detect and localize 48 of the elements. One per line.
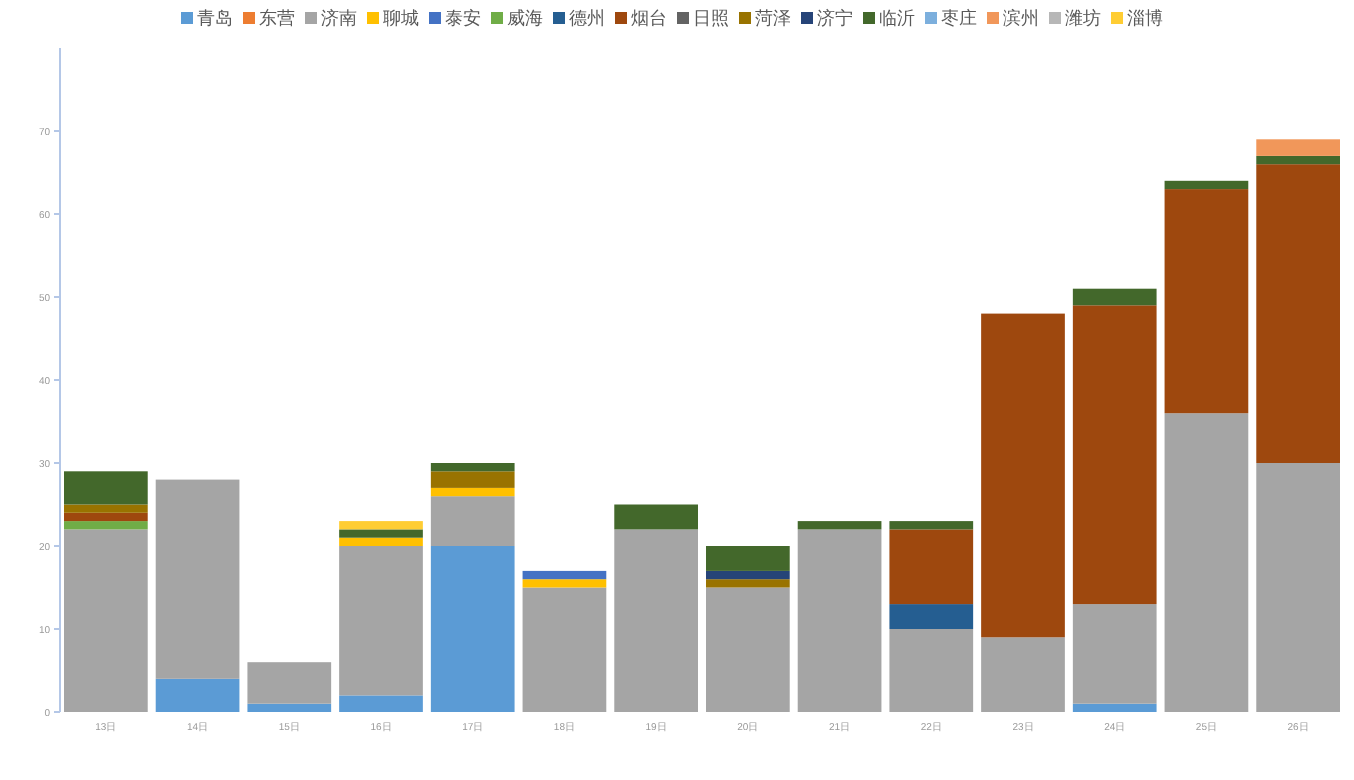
legend-label: 聊城 <box>383 8 419 28</box>
bar <box>522 587 607 712</box>
bar <box>430 496 515 546</box>
legend-label: 菏泽 <box>755 8 791 28</box>
bar <box>339 537 423 546</box>
bar <box>1072 305 1157 605</box>
bar <box>430 546 515 712</box>
bar <box>247 703 332 712</box>
bar <box>1256 463 1340 712</box>
bar <box>339 695 423 712</box>
legend-label: 临沂 <box>879 8 915 28</box>
bar <box>155 678 240 712</box>
bar <box>430 471 515 488</box>
bar <box>64 504 148 513</box>
bar <box>614 529 698 712</box>
legend-label: 青岛 <box>197 8 233 28</box>
legend-label: 德州 <box>569 8 605 28</box>
legend-label: 泰安 <box>445 8 481 28</box>
bar <box>247 662 332 704</box>
legend-label: 威海 <box>507 8 543 28</box>
bar <box>706 587 790 712</box>
bar <box>1164 180 1249 190</box>
bar <box>614 504 698 530</box>
bar <box>339 546 423 696</box>
bar <box>1164 189 1249 414</box>
bar <box>64 471 148 505</box>
bar <box>155 479 240 679</box>
legend-label: 济宁 <box>817 8 853 28</box>
legend-label: 烟台 <box>631 8 667 28</box>
bar <box>1072 288 1157 306</box>
legend-label: 淄博 <box>1127 8 1163 28</box>
bar <box>1072 703 1157 712</box>
legend-label: 日照 <box>693 8 729 28</box>
legend-label: 滨州 <box>1003 8 1039 28</box>
bar <box>430 463 515 472</box>
bar <box>981 313 1065 638</box>
bar <box>430 487 515 497</box>
bar <box>889 521 974 530</box>
legend-label: 潍坊 <box>1065 8 1101 28</box>
bar <box>797 521 882 530</box>
legend-label: 济南 <box>321 8 357 28</box>
bar <box>1072 604 1157 704</box>
bar <box>1164 413 1249 712</box>
bar <box>981 637 1065 712</box>
legend-label: 枣庄 <box>941 8 977 28</box>
bar <box>1256 164 1340 463</box>
bar <box>797 529 882 712</box>
legend-label: 东营 <box>259 8 295 28</box>
